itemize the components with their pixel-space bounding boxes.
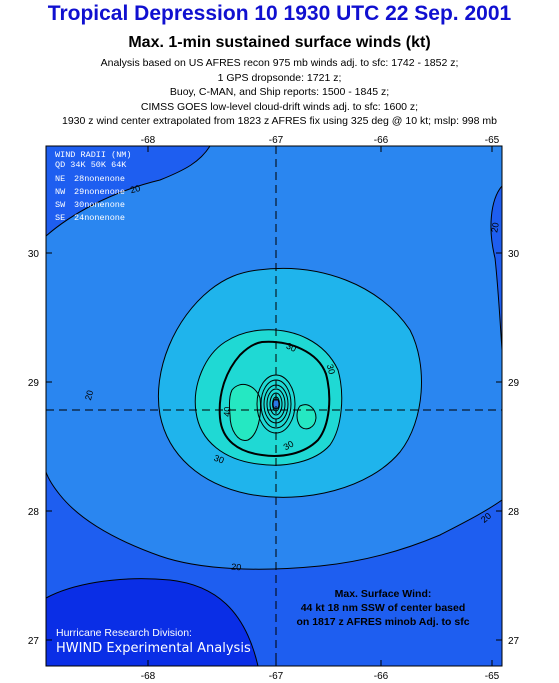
contour-label: 30 — [325, 363, 337, 375]
contour-label: 20 — [129, 183, 141, 195]
contour-label: 20 — [479, 511, 493, 525]
contour-label: 30 — [282, 439, 296, 453]
contour-30-inner — [194, 329, 343, 466]
info-line: Buoy, C-MAN, and Ship reports: 1500 - 18… — [169, 86, 390, 98]
wind-radii-quad: SW — [55, 200, 66, 210]
info-line: 1 GPS dropsonde: 1721 z; — [217, 71, 342, 84]
lat-tick-label: 28 — [28, 507, 40, 518]
contour-30 — [157, 267, 422, 498]
wind-field: 20 20 20 20 20 30 30 30 40 30 — [46, 146, 502, 666]
contour-core-east — [296, 404, 317, 430]
wind-radii-values: 30nonenone — [74, 200, 125, 210]
contour-label: 30 — [213, 453, 226, 466]
contour-label: 40 — [222, 406, 233, 417]
region-core — [229, 384, 261, 441]
wind-radii-quad: SE — [55, 213, 65, 223]
deep-region — [46, 578, 258, 666]
lat-tick-label: 29 — [28, 378, 40, 389]
axis-ticks: -68 -68 -67 -67 -66 -66 -65 -65 30 30 29 29 28 28 27 27 — [28, 135, 520, 682]
lon-tick-label: -67 — [269, 135, 284, 146]
contour-40-thick — [218, 340, 331, 457]
lat-tick-label: 28 — [508, 507, 520, 518]
wind-radii-values: 24nonenone — [74, 213, 125, 223]
contour-core-west — [228, 383, 261, 441]
region-40 — [195, 329, 342, 466]
page-subtitle: Max. 1-min sustained surface winds (kt) — [128, 34, 431, 51]
wind-radii-values: 28nonenone — [74, 174, 125, 184]
wind-radii-quad: NE — [55, 174, 65, 184]
wind-radii-title: WIND RADII (NM) — [55, 150, 132, 160]
wind-radii-values: 29nonenone — [74, 187, 125, 197]
contour-labels: 20 20 20 20 20 30 30 30 40 30 — [83, 183, 501, 572]
wind-radii-header: QD 34K 50K 64K — [55, 160, 127, 170]
wind-radii-table: WIND RADII (NM) QD 34K 50K 64K NE 28none… — [55, 150, 132, 223]
max-wind-annotation: Max. Surface Wind: 44 kt 18 nm SSW of ce… — [296, 588, 469, 628]
lon-tick-label: -68 — [141, 671, 156, 682]
lat-tick-label: 30 — [508, 249, 520, 260]
contour-label: 20 — [489, 222, 501, 234]
lon-tick-label: -67 — [269, 671, 284, 682]
credit-line: Hurricane Research Division: — [56, 627, 192, 639]
lon-tick-label: -66 — [374, 135, 389, 146]
lat-tick-label: 27 — [508, 636, 520, 647]
contour-20-main — [46, 146, 211, 237]
max-wind-line: Max. Surface Wind: — [335, 588, 432, 600]
info-line: Analysis based on US AFRES recon 975 mb … — [100, 57, 459, 69]
lon-tick-label: -66 — [374, 671, 389, 682]
lat-tick-label: 29 — [508, 378, 520, 389]
region-core-east — [297, 404, 316, 429]
info-line: 1930 z wind center extrapolated from 182… — [62, 115, 497, 127]
info-line: CIMSS GOES low-level cloud-drift winds a… — [140, 100, 419, 113]
lon-tick-label: -65 — [485, 671, 500, 682]
max-wind-line: 44 kt 18 nm SSW of center based — [301, 602, 466, 614]
analysis-info: Analysis based on US AFRES recon 975 mb … — [0, 56, 559, 129]
lon-tick-label: -68 — [141, 135, 156, 146]
wind-radii-quad: NW — [55, 187, 66, 197]
lon-tick-label: -65 — [485, 135, 500, 146]
contour-label: 20 — [231, 562, 242, 573]
contour-20-edge — [490, 185, 502, 351]
lat-tick-label: 27 — [28, 636, 40, 647]
credit-line: HWIND Experimental Analysis — [56, 641, 251, 656]
credits: Hurricane Research Division: HWIND Exper… — [56, 627, 251, 656]
contour-label: 30 — [285, 341, 298, 354]
contour-20-south — [46, 471, 502, 570]
contour-label: 20 — [83, 389, 95, 401]
max-wind-line: on 1817 z AFRES minob Adj. to sfc — [296, 616, 469, 628]
lat-tick-label: 30 — [28, 249, 40, 260]
contour-20-deep — [46, 578, 259, 666]
plot-border — [45, 145, 503, 667]
page-title: Tropical Depression 10 1930 UTC 22 Sep. … — [47, 2, 512, 25]
